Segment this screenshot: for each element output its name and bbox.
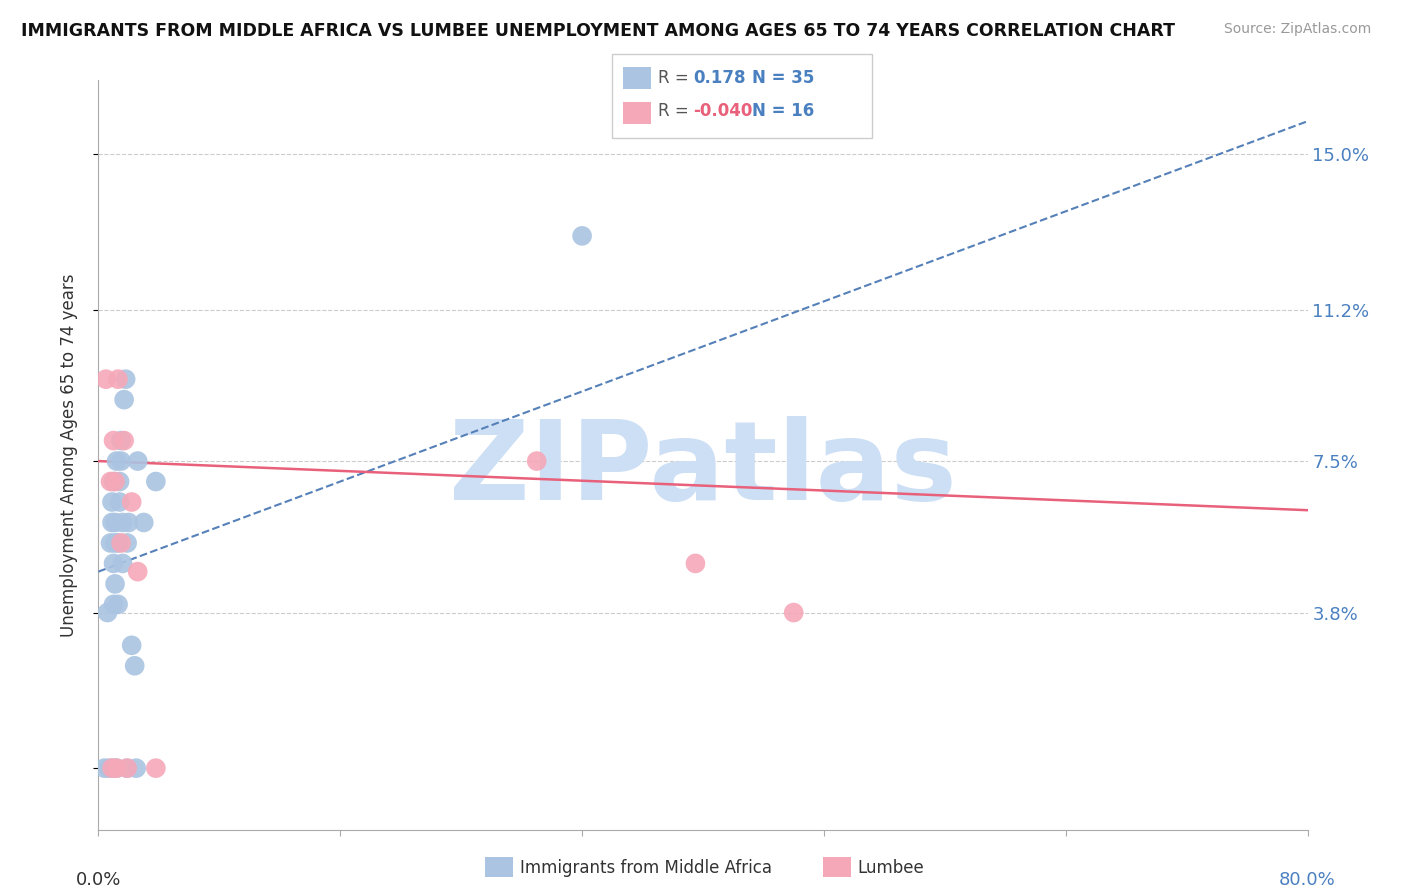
Point [145, 761, 167, 775]
Point [145, 475, 167, 489]
Point [93, 761, 115, 775]
Point [132, 516, 155, 530]
Point [100, 536, 122, 550]
Point [127, 454, 149, 468]
Text: IMMIGRANTS FROM MIDDLE AFRICA VS LUMBEE UNEMPLOYMENT AMONG AGES 65 TO 74 YEARS C: IMMIGRANTS FROM MIDDLE AFRICA VS LUMBEE … [21, 22, 1175, 40]
Point [103, 557, 125, 571]
Point [685, 557, 707, 571]
Text: 80.0%: 80.0% [1279, 871, 1336, 888]
Point [96, 606, 118, 620]
Point [104, 536, 127, 550]
Point [104, 475, 127, 489]
Point [94, 372, 117, 386]
Point [115, 536, 138, 550]
Point [98, 761, 121, 775]
Text: -0.040: -0.040 [693, 103, 752, 120]
Text: R =: R = [658, 69, 689, 87]
Point [108, 475, 131, 489]
Y-axis label: Unemployment Among Ages 65 to 74 years: Unemployment Among Ages 65 to 74 years [59, 273, 77, 637]
Point [101, 761, 124, 775]
Point [115, 761, 138, 775]
Point [105, 761, 128, 775]
Point [571, 228, 593, 243]
Point [101, 495, 124, 509]
Point [108, 495, 131, 509]
Point [125, 761, 148, 775]
Point [111, 557, 134, 571]
Text: ZIPatlas: ZIPatlas [449, 417, 957, 524]
Point [526, 454, 548, 468]
Point [111, 516, 134, 530]
Point [101, 516, 124, 530]
Point [110, 536, 132, 550]
Point [103, 475, 125, 489]
Point [103, 598, 125, 612]
Point [112, 434, 135, 448]
Text: R =: R = [658, 103, 689, 120]
Text: 0.178: 0.178 [693, 69, 745, 87]
Point [124, 658, 146, 673]
Text: N = 35: N = 35 [752, 69, 814, 87]
Point [105, 454, 128, 468]
Point [121, 495, 143, 509]
Point [118, 516, 141, 530]
Text: N = 16: N = 16 [752, 103, 814, 120]
Point [103, 761, 125, 775]
Point [110, 454, 132, 468]
Point [105, 761, 128, 775]
Point [107, 598, 129, 612]
Text: Immigrants from Middle Africa: Immigrants from Middle Africa [520, 859, 772, 877]
Point [100, 475, 122, 489]
Point [115, 761, 138, 775]
Point [103, 434, 125, 448]
Point [121, 638, 143, 652]
Point [783, 606, 806, 620]
Point [104, 516, 127, 530]
Point [114, 372, 136, 386]
Point [127, 565, 149, 579]
Text: Source: ZipAtlas.com: Source: ZipAtlas.com [1223, 22, 1371, 37]
Text: 0.0%: 0.0% [76, 871, 121, 888]
Point [110, 434, 132, 448]
Text: Lumbee: Lumbee [858, 859, 924, 877]
Point [107, 372, 129, 386]
Point [104, 577, 127, 591]
Point [107, 536, 129, 550]
Point [112, 392, 135, 407]
